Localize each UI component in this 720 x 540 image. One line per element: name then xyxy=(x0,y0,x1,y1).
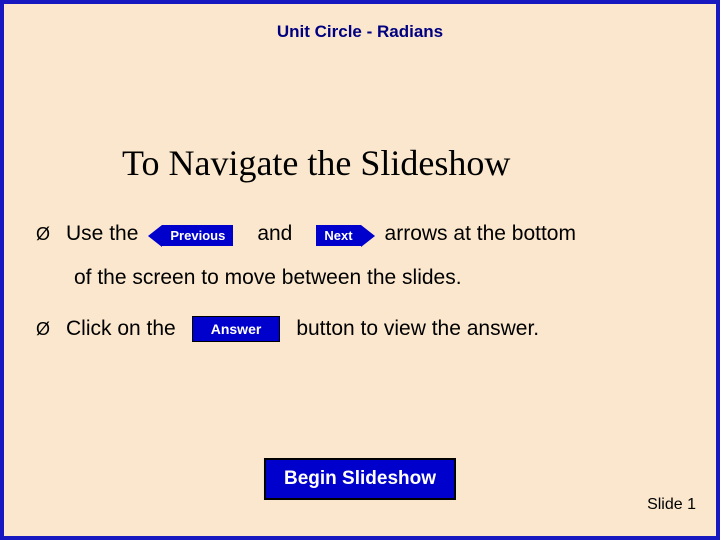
instruction-line-2: of the screen to move between the slides… xyxy=(74,266,462,290)
text-use-the: Use the xyxy=(66,222,138,246)
instruction-line-3: Ø Click on the Answer button to view the… xyxy=(36,316,696,342)
text-and: and xyxy=(257,222,292,246)
begin-slideshow-button[interactable]: Begin Slideshow xyxy=(264,458,456,500)
page-title: Unit Circle - Radians xyxy=(4,4,716,42)
previous-button[interactable]: Previous xyxy=(162,225,233,246)
answer-button[interactable]: Answer xyxy=(192,316,281,342)
instruction-line-1: Ø Use the Previous and Next arrows at th… xyxy=(36,222,696,246)
text-click-on: Click on the xyxy=(66,317,176,341)
bullet-icon: Ø xyxy=(36,224,50,245)
text-answer-tail: button to view the answer. xyxy=(296,317,539,341)
next-button[interactable]: Next xyxy=(316,225,360,246)
text-arrows-tail: arrows at the bottom xyxy=(385,222,576,246)
slide-number: Slide 1 xyxy=(647,496,696,514)
bullet-icon: Ø xyxy=(36,319,50,340)
main-heading: To Navigate the Slideshow xyxy=(122,142,510,184)
